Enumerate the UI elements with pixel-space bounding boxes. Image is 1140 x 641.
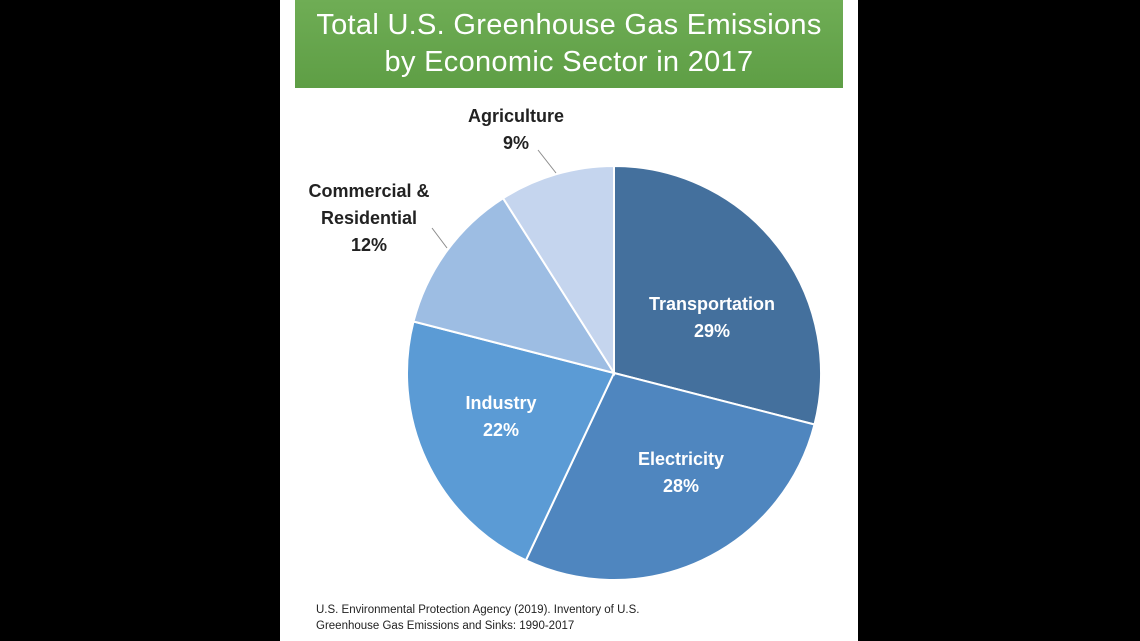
- pie-slice-commercial-and-residential: [412, 196, 617, 375]
- leader-line-agriculture: [537, 149, 557, 174]
- chart-title-line-1: Total U.S. Greenhouse Gas Emissions: [316, 9, 822, 41]
- source-line-2: Greenhouse Gas Emissions and Sinks: 1990…: [316, 620, 575, 632]
- slice-label-agriculture: Agriculture 9%: [468, 106, 564, 153]
- slice-label-industry: Industry 22%: [465, 393, 536, 440]
- chart-title-line-2: by Economic Sector in 2017: [384, 46, 754, 78]
- slice-label-electricity: Electricity 28%: [638, 449, 724, 496]
- pie-slice-agriculture: [501, 164, 615, 377]
- source-citation: U.S. Environmental Protection Agency (20…: [316, 602, 836, 634]
- leader-line-commercial-and-residential: [431, 227, 448, 249]
- pie-slice-industry: [406, 320, 616, 562]
- slice-label-transportation: Transportation 29%: [649, 294, 775, 341]
- chart-title-banner: Total U.S. Greenhouse Gas Emissions by E…: [295, 0, 843, 88]
- pie-slice-transportation: [613, 164, 822, 426]
- source-line-1: U.S. Environmental Protection Agency (20…: [316, 604, 640, 616]
- pie-slice-electricity: [524, 371, 816, 581]
- slice-label-commercial-and-residential: Commercial & Residential 12%: [308, 181, 429, 255]
